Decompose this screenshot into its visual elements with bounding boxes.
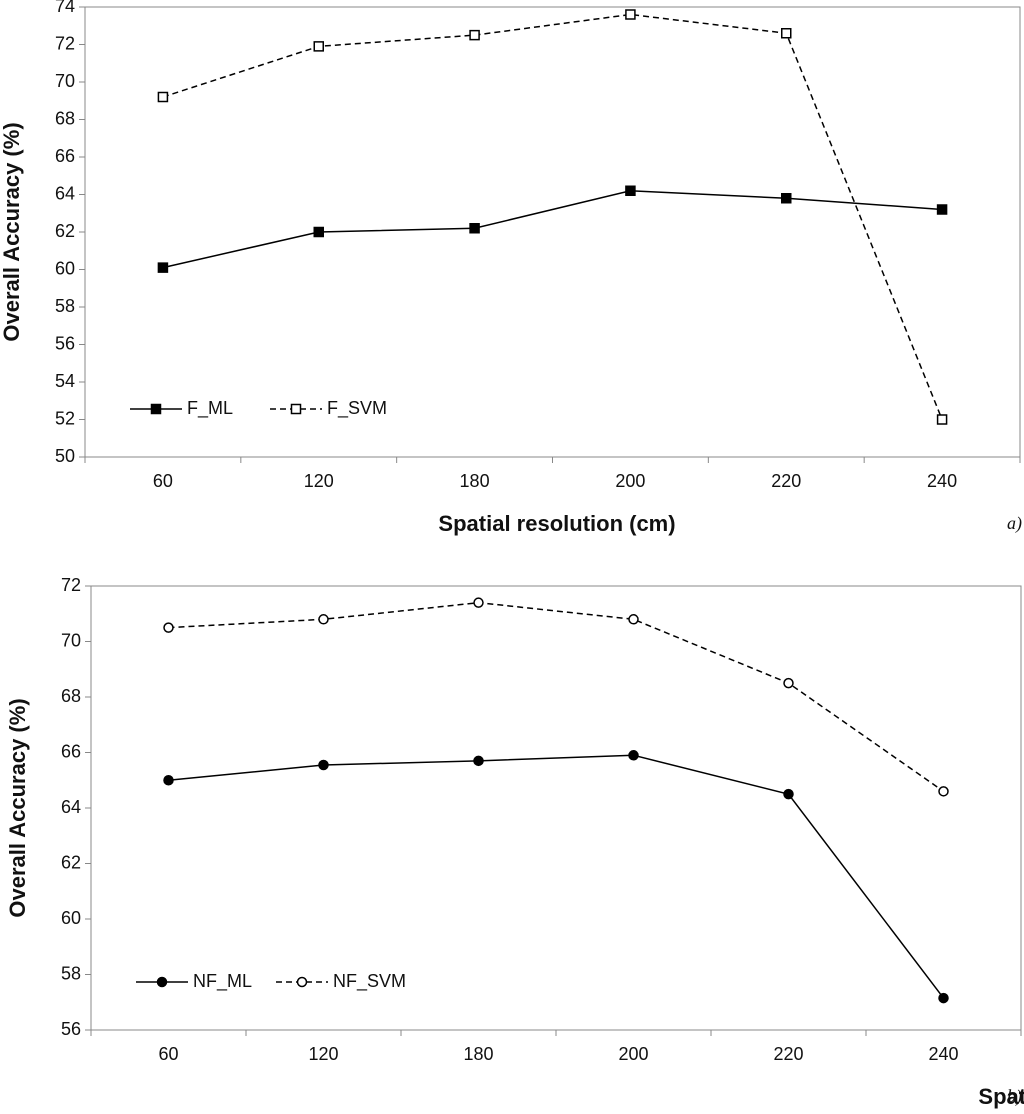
x-tick-label: 120 <box>304 471 334 491</box>
marker <box>783 677 794 689</box>
marker <box>163 775 174 786</box>
y-tick-label: 62 <box>55 221 75 241</box>
marker <box>781 28 792 39</box>
y-tick-label: 56 <box>55 333 75 353</box>
y-tick-label: 50 <box>55 446 75 466</box>
marker <box>938 992 949 1004</box>
y-tick-label: 56 <box>61 1019 81 1039</box>
series-line <box>162 189 943 269</box>
marker <box>150 403 162 415</box>
plot-frame <box>84 6 1021 458</box>
legend-label: F_ML <box>187 398 233 419</box>
y-tick-label: 68 <box>61 686 81 706</box>
x-tick-label: 180 <box>460 471 490 491</box>
x-tick-label: 240 <box>928 1044 958 1064</box>
y-tick-label: 66 <box>55 146 75 166</box>
marker <box>318 614 329 625</box>
y-tick-label: 70 <box>55 71 75 91</box>
marker <box>628 750 639 761</box>
legend-label: NF_SVM <box>333 971 406 992</box>
marker <box>781 193 792 204</box>
plot-frame <box>90 585 1022 1031</box>
marker <box>469 223 480 234</box>
marker <box>318 759 329 771</box>
y-tick-label: 72 <box>61 575 81 595</box>
x-axis-title: Spatial resolution (cm) <box>978 1084 1024 1109</box>
y-tick-label: 64 <box>55 183 75 203</box>
marker <box>936 204 948 215</box>
marker <box>313 226 324 238</box>
marker <box>625 9 636 20</box>
x-tick-label: 200 <box>615 471 645 491</box>
panel-label: b) <box>1007 1086 1022 1107</box>
x-axis-title: Spatial resolution (cm) <box>438 511 675 536</box>
x-tick-label: 220 <box>771 471 801 491</box>
chart: 56 58 60 62 64 66 68 70 72 60 120 180 200 220 240 Spati… <box>5 575 1024 1109</box>
marker <box>290 403 302 415</box>
marker <box>473 755 484 767</box>
y-tick-label: 64 <box>61 797 81 817</box>
marker <box>628 614 639 625</box>
marker <box>296 976 308 988</box>
y-tick-label: 60 <box>61 908 81 928</box>
x-tick-label: 240 <box>927 471 957 491</box>
y-tick-label: 62 <box>61 852 81 872</box>
y-tick-label: 58 <box>55 296 75 316</box>
marker <box>313 41 324 52</box>
x-tick-label: 120 <box>308 1044 338 1064</box>
marker <box>163 622 174 633</box>
x-tick-label: 60 <box>158 1044 178 1064</box>
y-tick-label: 74 <box>55 0 75 16</box>
marker <box>938 786 949 797</box>
marker <box>469 29 480 41</box>
y-tick-label: 68 <box>55 108 75 128</box>
chart: 50 52 54 56 58 60 62 64 66 68 70 72 74 60 120 180 200 220… <box>0 0 1022 536</box>
y-tick-label: 52 <box>55 408 75 428</box>
y-axis-title: Overall Accuracy (%) <box>0 122 24 341</box>
y-tick-label: 58 <box>61 963 81 983</box>
marker <box>156 976 168 988</box>
marker <box>157 262 169 273</box>
legend-label: F_SVM <box>327 398 387 419</box>
x-tick-label: 180 <box>463 1044 493 1064</box>
marker <box>936 414 948 425</box>
x-tick-label: 60 <box>153 471 173 491</box>
y-tick-label: 70 <box>61 630 81 650</box>
marker <box>157 91 169 103</box>
series-line <box>168 754 945 999</box>
marker <box>783 788 794 800</box>
y-axis-title: Overall Accuracy (%) <box>5 698 30 917</box>
x-tick-label: 200 <box>618 1044 648 1064</box>
marker <box>473 597 484 608</box>
y-tick-label: 72 <box>55 33 75 53</box>
y-tick-label: 54 <box>55 371 75 391</box>
series-line <box>168 601 944 792</box>
legend-label: NF_ML <box>193 971 252 992</box>
y-tick-label: 66 <box>61 741 81 761</box>
panel-label: a) <box>1007 513 1022 534</box>
y-tick-label: 60 <box>55 258 75 278</box>
series-line <box>162 13 943 420</box>
x-tick-label: 220 <box>773 1044 803 1064</box>
marker <box>625 185 636 196</box>
